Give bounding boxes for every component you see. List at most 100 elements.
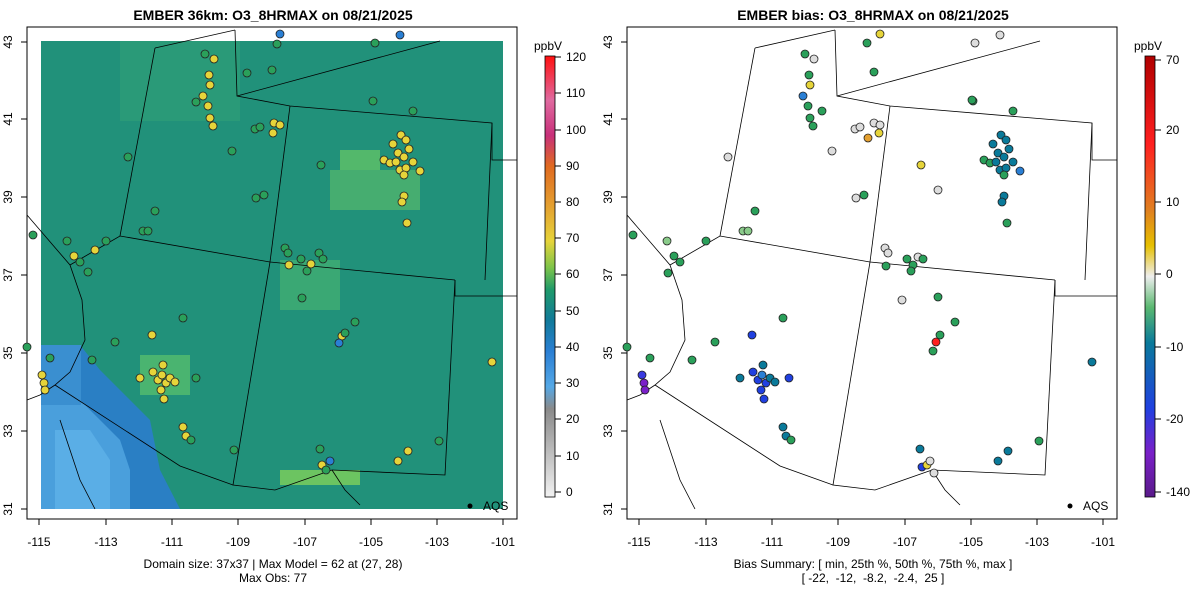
aqs-site[interactable] <box>669 251 679 261</box>
aqs-site[interactable] <box>198 91 208 101</box>
aqs-site[interactable] <box>90 245 100 255</box>
aqs-site[interactable] <box>827 146 837 156</box>
aqs-site[interactable] <box>408 106 418 116</box>
aqs-site[interactable] <box>817 106 827 116</box>
aqs-site[interactable] <box>1002 218 1012 228</box>
aqs-site[interactable] <box>325 456 335 466</box>
aqs-site[interactable] <box>1008 157 1018 167</box>
aqs-site[interactable] <box>933 185 943 195</box>
aqs-site[interactable] <box>178 313 188 323</box>
aqs-site[interactable] <box>315 444 325 454</box>
aqs-site[interactable] <box>40 385 50 395</box>
aqs-site[interactable] <box>334 338 344 348</box>
aqs-site[interactable] <box>135 373 145 383</box>
aqs-site[interactable] <box>143 226 153 236</box>
aqs-site[interactable] <box>758 360 768 370</box>
aqs-site[interactable] <box>204 70 214 80</box>
aqs-site[interactable] <box>759 394 769 404</box>
aqs-site[interactable] <box>803 101 813 111</box>
aqs-site[interactable] <box>809 54 819 64</box>
aqs-site[interactable] <box>205 80 215 90</box>
aqs-site[interactable] <box>75 257 85 267</box>
aqs-site[interactable] <box>251 193 261 203</box>
aqs-site[interactable] <box>786 435 796 445</box>
aqs-site[interactable] <box>808 121 818 131</box>
aqs-site[interactable] <box>62 236 72 246</box>
aqs-site[interactable] <box>1008 106 1018 116</box>
aqs-site[interactable] <box>851 193 861 203</box>
aqs-site[interactable] <box>259 190 269 200</box>
aqs-site[interactable] <box>881 261 891 271</box>
aqs-site[interactable] <box>993 456 1003 466</box>
aqs-site[interactable] <box>487 357 497 367</box>
aqs-site[interactable] <box>101 236 111 246</box>
aqs-site[interactable] <box>267 65 277 75</box>
aqs-site[interactable] <box>929 468 939 478</box>
aqs-site[interactable] <box>1003 446 1013 456</box>
aqs-site[interactable] <box>393 456 403 466</box>
aqs-site[interactable] <box>283 248 293 258</box>
aqs-site[interactable] <box>157 370 167 380</box>
aqs-site[interactable] <box>855 122 865 132</box>
aqs-site[interactable] <box>200 49 210 59</box>
aqs-site[interactable] <box>993 148 1003 158</box>
aqs-site[interactable] <box>770 377 780 387</box>
aqs-site[interactable] <box>798 91 808 101</box>
aqs-site[interactable] <box>916 160 926 170</box>
aqs-site[interactable] <box>723 152 733 162</box>
aqs-site[interactable] <box>862 38 872 48</box>
aqs-site[interactable] <box>275 120 285 130</box>
aqs-site[interactable] <box>268 128 278 138</box>
aqs-site[interactable] <box>915 444 925 454</box>
aqs-site[interactable] <box>340 328 350 338</box>
aqs-site[interactable] <box>622 342 632 352</box>
aqs-site[interactable] <box>275 29 285 39</box>
aqs-site[interactable] <box>83 267 93 277</box>
aqs-site[interactable] <box>403 446 413 456</box>
aqs-site[interactable] <box>255 122 265 132</box>
aqs-site[interactable] <box>995 30 1005 40</box>
aqs-site[interactable] <box>318 254 328 264</box>
aqs-site[interactable] <box>869 67 879 77</box>
aqs-site[interactable] <box>350 317 360 327</box>
aqs-site[interactable] <box>147 330 157 340</box>
aqs-site[interactable] <box>637 370 647 380</box>
aqs-site[interactable] <box>316 160 326 170</box>
aqs-site[interactable] <box>314 248 324 258</box>
aqs-site[interactable] <box>402 218 412 228</box>
aqs-site[interactable] <box>970 38 980 48</box>
aqs-site[interactable] <box>1034 436 1044 446</box>
aqs-site[interactable] <box>415 166 425 176</box>
aqs-site[interactable] <box>229 445 239 455</box>
aqs-site[interactable] <box>778 422 788 432</box>
aqs-site[interactable] <box>897 295 907 305</box>
aqs-site[interactable] <box>967 95 977 105</box>
aqs-site[interactable] <box>902 254 912 264</box>
aqs-site[interactable] <box>701 236 711 246</box>
aqs-site[interactable] <box>28 230 38 240</box>
aqs-site[interactable] <box>663 268 673 278</box>
aqs-site[interactable] <box>935 330 945 340</box>
aqs-site[interactable] <box>687 355 697 365</box>
aqs-site[interactable] <box>209 54 219 64</box>
aqs-site[interactable] <box>123 152 133 162</box>
aqs-site[interactable] <box>859 190 869 200</box>
aqs-site[interactable] <box>874 128 884 138</box>
aqs-site[interactable] <box>743 226 753 236</box>
aqs-site[interactable] <box>756 385 766 395</box>
aqs-site[interactable] <box>208 121 218 131</box>
aqs-site[interactable] <box>306 259 316 269</box>
aqs-site[interactable] <box>150 206 160 216</box>
aqs-site[interactable] <box>186 435 196 445</box>
aqs-site[interactable] <box>863 133 873 143</box>
aqs-site[interactable] <box>925 456 935 466</box>
aqs-site[interactable] <box>933 292 943 302</box>
aqs-site[interactable] <box>931 337 941 347</box>
aqs-site[interactable] <box>368 96 378 106</box>
aqs-site[interactable] <box>158 360 168 370</box>
aqs-site[interactable] <box>628 230 638 240</box>
aqs-site[interactable] <box>191 97 201 107</box>
aqs-site[interactable] <box>296 254 306 264</box>
aqs-site[interactable] <box>399 152 409 162</box>
aqs-site[interactable] <box>284 260 294 270</box>
